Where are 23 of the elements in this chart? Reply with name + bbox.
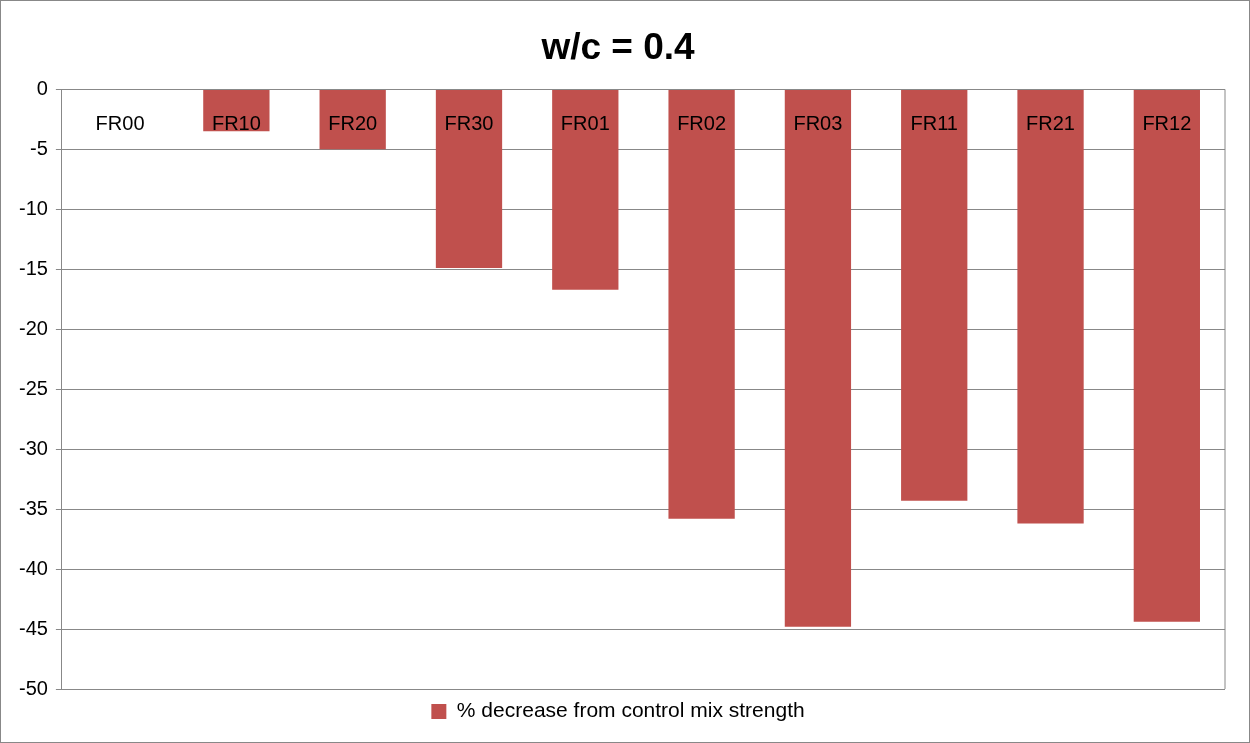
y-tick-label: -20 [19, 316, 48, 339]
x-tick-label: FR30 [444, 111, 494, 134]
chart-title: w/c = 0.4 [540, 26, 696, 68]
y-tick-label: -5 [30, 136, 48, 159]
x-tick-label: FR02 [677, 111, 727, 134]
x-tick-label: FR01 [560, 111, 610, 134]
y-tick-label: -40 [19, 556, 48, 579]
y-tick-label: -50 [19, 676, 48, 699]
y-tick-label: -45 [19, 616, 48, 639]
x-tick-label: FR03 [793, 111, 843, 134]
y-tick-label: 0 [36, 76, 48, 99]
x-tick-label: FR10 [211, 111, 261, 134]
x-tick-label: FR21 [1026, 111, 1075, 134]
legend-label: % decrease from control mix strength [456, 698, 805, 722]
y-tick-label: -15 [19, 256, 48, 279]
x-tick-label: FR12 [1142, 111, 1192, 134]
y-tick-label: -30 [19, 436, 48, 459]
x-tick-label: FR20 [328, 111, 378, 134]
x-tick-label: FR00 [95, 111, 145, 134]
y-tick-label: -25 [19, 376, 48, 399]
y-tick-label: -35 [19, 496, 48, 519]
x-tick-label: FR11 [910, 111, 958, 134]
y-tick-label: -10 [19, 196, 48, 219]
